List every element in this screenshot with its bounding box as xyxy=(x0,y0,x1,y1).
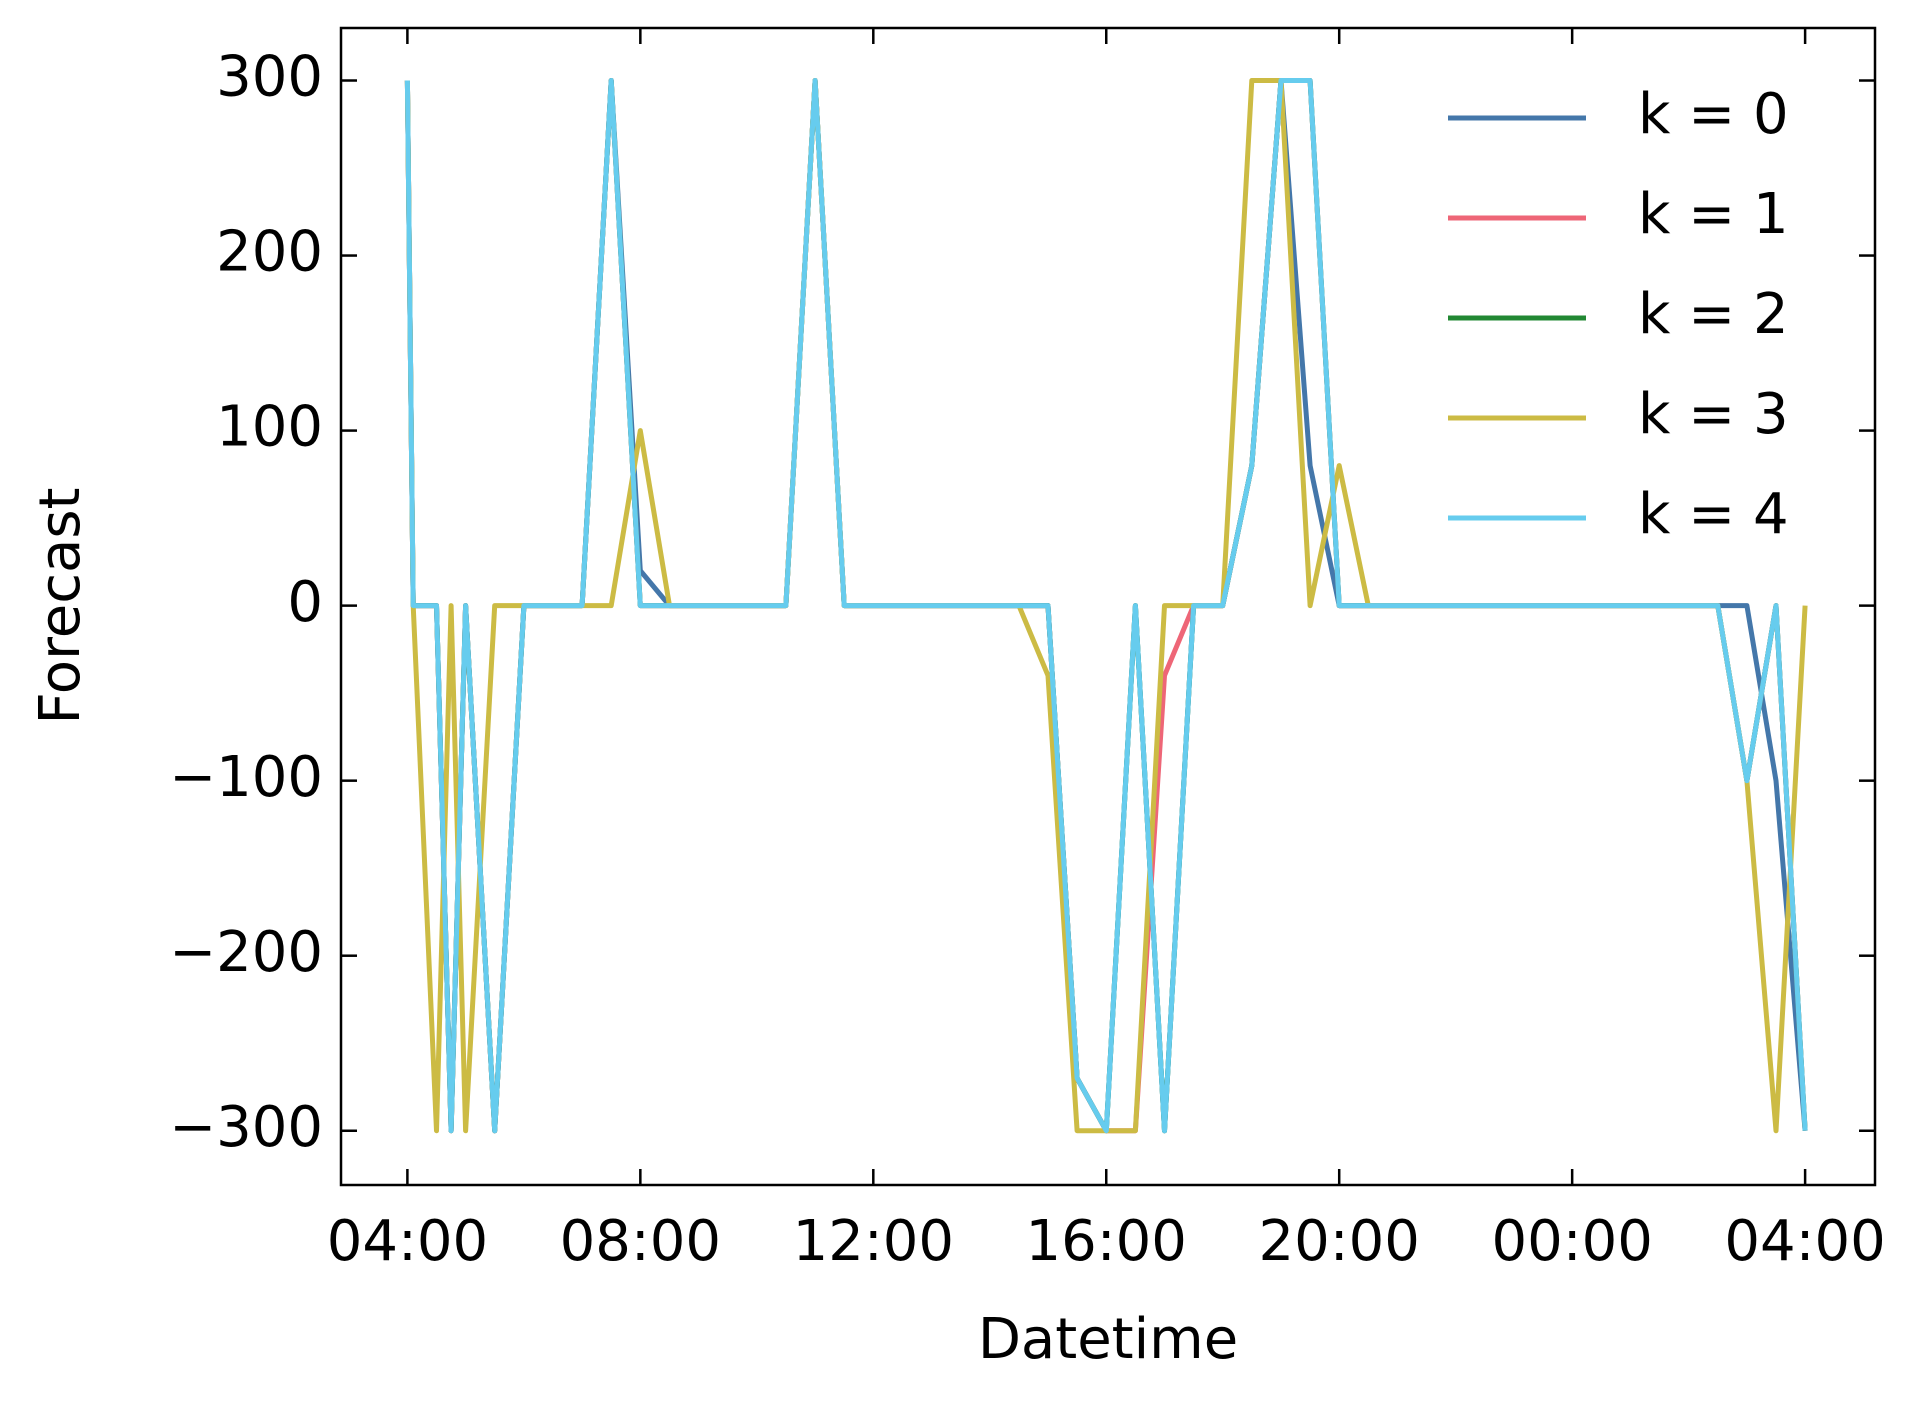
x-axis-label: Datetime xyxy=(978,1307,1238,1372)
x-tick-label: 20:00 xyxy=(1259,1209,1420,1274)
x-tick-label: 08:00 xyxy=(560,1209,721,1274)
y-tick-label: 100 xyxy=(216,395,323,460)
legend-label: k = 4 xyxy=(1638,482,1789,547)
y-tick-label: −300 xyxy=(169,1095,323,1160)
legend-label: k = 0 xyxy=(1638,82,1789,147)
series-line xyxy=(404,78,1808,1134)
x-tick-label: 04:00 xyxy=(327,1209,488,1274)
y-axis-label: Forecast xyxy=(28,488,93,725)
y-tick-label: 200 xyxy=(216,220,323,285)
y-tick-label: 0 xyxy=(287,570,323,635)
x-tick-label: 12:00 xyxy=(793,1209,954,1274)
x-tick-label: 00:00 xyxy=(1491,1209,1652,1274)
x-tick-label: 16:00 xyxy=(1026,1209,1187,1274)
y-tick-label: 300 xyxy=(216,45,323,110)
legend-label: k = 2 xyxy=(1638,282,1789,347)
y-tick-label: −100 xyxy=(169,745,323,810)
legend-label: k = 3 xyxy=(1638,382,1789,447)
legend-label: k = 1 xyxy=(1638,182,1789,247)
plot-frame xyxy=(339,26,1877,1187)
y-tick-label: −200 xyxy=(169,920,323,985)
x-tick-label: 04:00 xyxy=(1724,1209,1885,1274)
